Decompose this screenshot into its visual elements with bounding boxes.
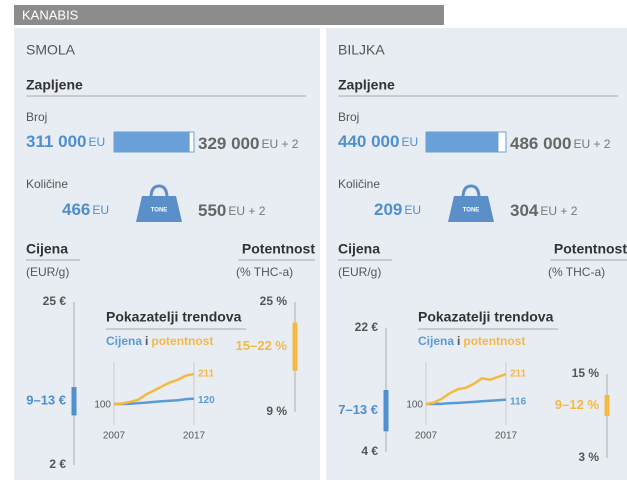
count-now-unit: EU	[401, 135, 418, 149]
trend-x-label: 2007	[103, 431, 126, 442]
potency-max-label: 15 %	[572, 366, 600, 380]
panel-background	[326, 28, 627, 480]
potency-range-label: 9–12 %	[555, 397, 600, 412]
header-bar	[14, 5, 444, 25]
trend-subtitle: Cijena i potentnost	[418, 334, 525, 348]
count-now: 311 000 EU	[26, 132, 105, 151]
qty-now-value: 209	[374, 200, 402, 219]
qty-prev: 550 EU + 2	[198, 201, 266, 220]
qty-prev-value: 304	[510, 201, 539, 220]
price-range	[383, 390, 389, 432]
trend-subtitle: Cijena i potentnost	[106, 334, 213, 348]
panel-title: SMOLA	[26, 42, 76, 58]
subtitle-connector: i	[145, 334, 148, 348]
count-bar	[426, 132, 499, 152]
panel-background	[14, 28, 320, 480]
price-min-label: 4 €	[361, 444, 378, 458]
trend-end-label: 116	[510, 396, 527, 407]
potency-heading: Potentnost	[554, 241, 627, 257]
qty-prev: 304 EU + 2	[510, 201, 578, 220]
trend-end-label: 211	[198, 369, 215, 380]
potency-unit: (% THC-a)	[236, 265, 293, 279]
count-now-value: 311 000	[26, 132, 87, 151]
trend-x-label: 2017	[495, 431, 518, 442]
trend-end-label: 211	[510, 369, 527, 380]
weight-handle	[149, 184, 169, 199]
qty-prev-value: 550	[198, 201, 226, 220]
subtitle-series: potentnost	[463, 334, 525, 348]
weight-label: TONE	[463, 208, 480, 214]
qty-now: 209 EU	[374, 200, 421, 219]
count-label: Broj	[26, 110, 47, 124]
subtitle-series: Cijena	[106, 334, 142, 348]
weight-label: TONE	[151, 208, 168, 214]
count-prev-value: 486 000	[510, 134, 571, 153]
count-label: Broj	[338, 110, 359, 124]
potency-unit: (% THC-a)	[548, 265, 605, 279]
trend-line	[114, 397, 195, 406]
count-prev-unit: EU + 2	[573, 137, 610, 151]
price-max-label: 25 €	[43, 294, 67, 308]
count-now-value: 440 000	[338, 132, 399, 151]
weight-icon	[136, 196, 182, 222]
count-prev-unit: EU + 2	[261, 137, 298, 151]
header-title: KANABIS	[22, 7, 79, 22]
qty-now-unit: EU	[404, 203, 421, 217]
qty-now: 466 EU	[62, 200, 109, 219]
section-heading: Zapljene	[338, 77, 395, 93]
potency-min-label: 9 %	[266, 404, 287, 418]
potency-max-label: 25 %	[260, 294, 288, 308]
subtitle-connector: i	[457, 334, 460, 348]
count-bar	[114, 132, 190, 152]
trend-line	[425, 372, 507, 406]
quantity-label: Količine	[338, 177, 380, 191]
qty-prev-unit: EU + 2	[540, 204, 577, 218]
trend-line	[426, 398, 507, 406]
trend-title: Pokazatelji trendova	[106, 309, 242, 325]
subtitle-series: Cijena	[418, 334, 454, 348]
price-min-label: 2 €	[49, 457, 66, 471]
price-heading: Cijena	[338, 241, 380, 257]
potency-range-label: 15–22 %	[236, 338, 288, 353]
quantity-label: Količine	[26, 177, 68, 191]
count-now: 440 000 EU	[338, 132, 418, 151]
trend-base-label: 100	[406, 400, 423, 411]
count-prev-value: 329 000	[198, 134, 259, 153]
count-now-unit: EU	[89, 135, 106, 149]
trend-base-label: 100	[94, 400, 111, 411]
potency-range	[292, 322, 298, 371]
section-heading: Zapljene	[26, 77, 83, 93]
trend-x-label: 2017	[183, 431, 206, 442]
price-unit: (EUR/g)	[26, 265, 69, 279]
qty-now-value: 466	[62, 200, 90, 219]
price-heading: Cijena	[26, 241, 68, 257]
weight-handle	[461, 184, 481, 199]
weight-icon	[448, 196, 494, 222]
price-range	[71, 387, 77, 416]
potency-range	[604, 395, 610, 416]
trend-x-label: 2007	[415, 431, 438, 442]
qty-prev-unit: EU + 2	[228, 204, 265, 218]
price-range-label: 9–13 €	[26, 393, 66, 408]
price-max-label: 22 €	[355, 320, 379, 334]
potency-min-label: 3 %	[578, 450, 599, 464]
subtitle-series: potentnost	[151, 334, 213, 348]
trend-line	[113, 372, 195, 406]
trend-title: Pokazatelji trendova	[418, 309, 554, 325]
price-range-label: 7–13 €	[338, 402, 378, 417]
panel-title: BILJKA	[338, 42, 385, 58]
qty-now-unit: EU	[92, 203, 109, 217]
trend-end-label: 120	[198, 395, 215, 406]
count-prev: 486 000 EU + 2	[510, 134, 611, 153]
count-prev: 329 000 EU + 2	[198, 134, 299, 153]
potency-heading: Potentnost	[242, 241, 315, 257]
price-unit: (EUR/g)	[338, 265, 381, 279]
